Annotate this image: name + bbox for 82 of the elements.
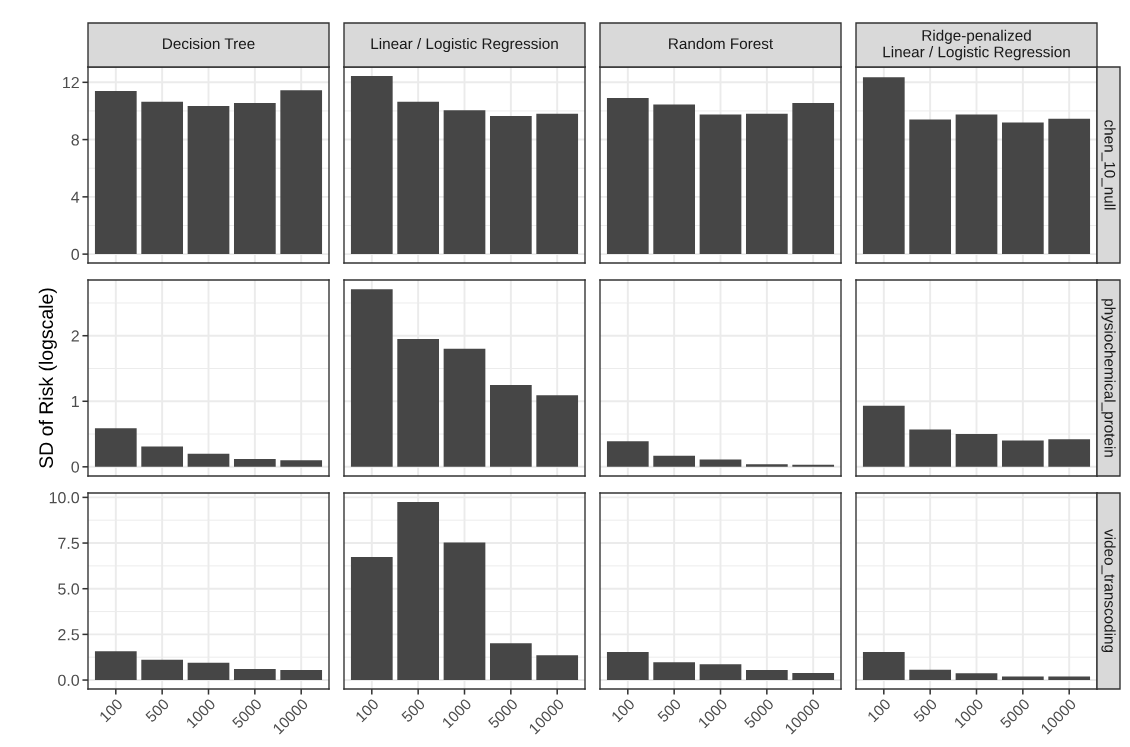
chart-title: Linear / Logistic Regression [371, 37, 558, 53]
y2-axis-title: physiochemical_protein [1101, 299, 1116, 457]
bar [350, 557, 393, 681]
bar [94, 428, 137, 467]
bar [955, 673, 998, 681]
y-tick-label: 0 [71, 461, 80, 473]
bar [94, 651, 137, 681]
bar [862, 652, 905, 681]
y-tick-label: 5.0 [58, 583, 80, 595]
bar [489, 643, 532, 681]
bar [233, 458, 276, 467]
chart-title: Decision Tree [163, 37, 255, 50]
bar [1048, 439, 1091, 467]
bar [606, 652, 649, 681]
y-tick-label: 8 [71, 134, 79, 146]
bar [94, 90, 137, 255]
y2-axis-title: chen_10_null [1101, 120, 1116, 210]
bar [536, 655, 579, 681]
bar [397, 339, 440, 467]
bar [909, 119, 952, 255]
bar [141, 101, 184, 255]
bar [187, 105, 230, 255]
bar [350, 75, 393, 255]
y-tick-label: 0.0 [58, 674, 80, 686]
bar [443, 348, 486, 467]
x-tick-label: 100 [610, 698, 636, 723]
bar [443, 110, 486, 255]
x-tick-label: 500 [656, 698, 682, 723]
bar [443, 542, 486, 681]
bar [909, 669, 952, 681]
bar [233, 669, 276, 681]
y-tick-label: 2 [71, 330, 79, 342]
y-tick-label: 1 [72, 396, 79, 408]
chart-title: Ridge-penalized Linear / Logistic Regression [883, 29, 1070, 61]
bar [955, 434, 998, 467]
y-tick-label: 0 [71, 248, 80, 261]
bar [350, 289, 393, 467]
bar [792, 672, 835, 681]
y-tick-label: 10.0 [49, 492, 80, 504]
y-tick-label: 4 [71, 191, 80, 203]
bar [745, 464, 788, 467]
bar [606, 441, 649, 467]
bar [536, 395, 579, 467]
chart-title: Random Forest [669, 37, 774, 50]
y-tick-label: 12 [63, 76, 79, 89]
bar [280, 90, 323, 255]
bar [745, 670, 788, 681]
bar [862, 405, 905, 467]
bar [1001, 676, 1044, 681]
bar [1048, 118, 1091, 255]
y-axis-title: SD of Risk (logscale) [38, 288, 57, 468]
bar [489, 115, 532, 255]
bar [187, 453, 230, 467]
x-tick-label: 100 [354, 698, 380, 723]
x-tick-label: 100 [98, 698, 124, 723]
bar [653, 662, 696, 681]
bar [955, 114, 998, 255]
bar [141, 446, 184, 467]
bar [1001, 122, 1044, 255]
bar [909, 429, 952, 467]
bar [233, 103, 276, 255]
bar [141, 659, 184, 681]
bar [397, 101, 440, 255]
y2-axis-title: video_transcoding [1101, 529, 1116, 653]
y-tick-label: 2.5 [58, 629, 79, 641]
bar [187, 662, 230, 681]
bar [653, 455, 696, 467]
x-tick-label: 100 [866, 698, 892, 723]
bar [489, 384, 532, 467]
bar [280, 670, 323, 681]
x-tick-label: 500 [912, 698, 938, 723]
bar [1048, 676, 1091, 681]
bar [397, 501, 440, 681]
bar [862, 77, 905, 255]
bar [536, 113, 579, 255]
bar [280, 460, 323, 467]
bar [699, 459, 742, 467]
bar [1001, 440, 1044, 467]
x-tick-label: 500 [400, 698, 426, 723]
x-tick-label: 500 [144, 698, 170, 723]
bar [699, 664, 742, 681]
y-tick-label: 7.5 [58, 537, 79, 549]
